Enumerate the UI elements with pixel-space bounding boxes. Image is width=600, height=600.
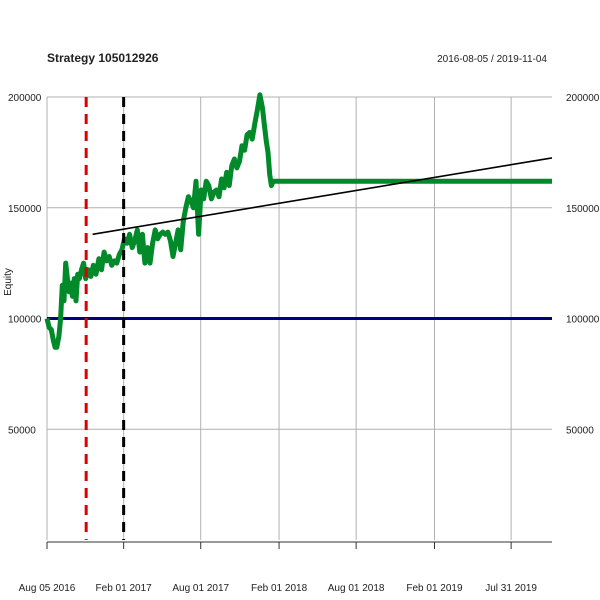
y-tick-label-left: 200000 [8, 93, 42, 104]
x-tick-label: Feb 01 2017 [96, 583, 153, 594]
x-tick-label: Aug 05 2016 [19, 583, 76, 594]
equity-line [44, 92, 552, 350]
y-tick-label-right: 150000 [566, 204, 600, 215]
series-group [44, 92, 553, 350]
y-axis-label: Equity [3, 268, 14, 296]
x-tick-label: Jul 31 2019 [485, 583, 537, 594]
y-tick-label-right: 200000 [566, 93, 600, 104]
x-tick-labels: Aug 05 2016 Feb 01 2017 Aug 01 2017 Feb 01 … [19, 583, 538, 594]
y-tick-label-right: 100000 [566, 315, 600, 326]
y-tick-label-right: 50000 [566, 425, 594, 436]
chart-title: Strategy 105012926 [47, 51, 159, 65]
trend-line [92, 157, 553, 236]
x-tick-label: Aug 01 2018 [328, 583, 385, 594]
x-tick-label: Feb 01 2018 [251, 583, 308, 594]
x-tick-label: Aug 01 2017 [172, 583, 229, 594]
y-tick-label-left: 100000 [8, 315, 42, 326]
y-tick-labels: 50000 50000 100000 100000 150000 150000 200000… [8, 93, 600, 436]
y-tick-label-left: 50000 [8, 425, 36, 436]
y-tick-label-left: 150000 [8, 204, 42, 215]
marker-lines [84, 97, 126, 540]
x-tick-label: Feb 01 2019 [406, 583, 463, 594]
date-range-label: 2016-08-05 / 2019-11-04 [437, 54, 547, 65]
